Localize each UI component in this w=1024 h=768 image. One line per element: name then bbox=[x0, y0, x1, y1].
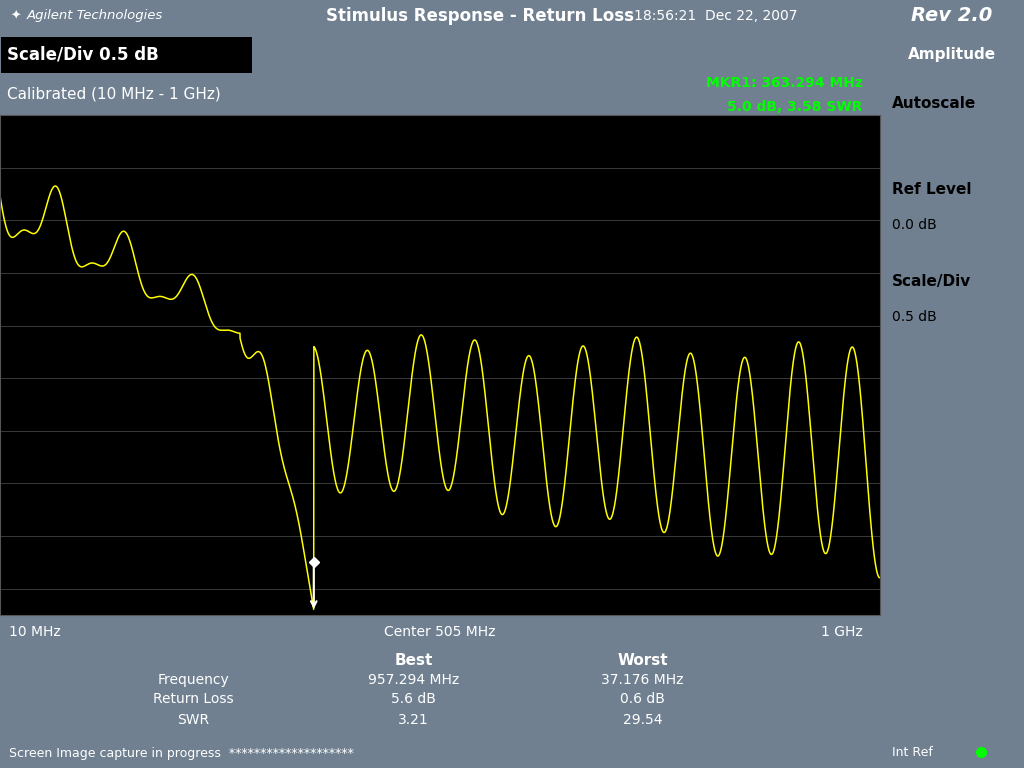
Text: 3.21: 3.21 bbox=[398, 713, 429, 727]
Text: Stimulus Response - Return Loss: Stimulus Response - Return Loss bbox=[326, 7, 634, 25]
Text: Agilent Technologies: Agilent Technologies bbox=[27, 9, 163, 22]
Text: Center 505 MHz: Center 505 MHz bbox=[384, 625, 496, 640]
Text: Int Ref: Int Ref bbox=[892, 746, 933, 759]
Text: Worst: Worst bbox=[617, 653, 668, 668]
Text: MKR1: 363.294 MHz: MKR1: 363.294 MHz bbox=[706, 76, 862, 90]
Text: Return Loss: Return Loss bbox=[154, 692, 233, 707]
FancyBboxPatch shape bbox=[1, 38, 252, 73]
Text: 29.54: 29.54 bbox=[623, 713, 663, 727]
Text: 0.5 dB: 0.5 dB bbox=[892, 310, 936, 323]
Text: 5.6 dB: 5.6 dB bbox=[391, 692, 436, 707]
Text: Frequency: Frequency bbox=[158, 673, 229, 687]
Text: 1 GHz: 1 GHz bbox=[820, 625, 862, 640]
Text: 37.176 MHz: 37.176 MHz bbox=[601, 673, 684, 687]
Text: 5.0 dB, 3.58 SWR: 5.0 dB, 3.58 SWR bbox=[727, 100, 862, 114]
Text: 0.6 dB: 0.6 dB bbox=[620, 692, 665, 707]
Text: SWR: SWR bbox=[177, 713, 210, 727]
Text: Scale/Div: Scale/Div bbox=[892, 274, 971, 289]
Text: Ref Level: Ref Level bbox=[892, 182, 971, 197]
Text: Best: Best bbox=[394, 653, 433, 668]
Text: 957.294 MHz: 957.294 MHz bbox=[368, 673, 459, 687]
Text: 18:56:21  Dec 22, 2007: 18:56:21 Dec 22, 2007 bbox=[634, 8, 797, 23]
Text: Rev 2.0: Rev 2.0 bbox=[911, 6, 992, 25]
Text: Calibrated (10 MHz - 1 GHz): Calibrated (10 MHz - 1 GHz) bbox=[7, 87, 221, 101]
Text: ✦: ✦ bbox=[10, 9, 22, 22]
Text: Autoscale: Autoscale bbox=[892, 95, 976, 111]
Text: Amplitude: Amplitude bbox=[908, 47, 996, 61]
Text: Scale/Div 0.5 dB: Scale/Div 0.5 dB bbox=[7, 45, 159, 63]
Text: 0.0 dB: 0.0 dB bbox=[892, 217, 936, 232]
Text: Screen Image capture in progress  ********************: Screen Image capture in progress *******… bbox=[9, 746, 353, 760]
Text: 10 MHz: 10 MHz bbox=[9, 625, 60, 640]
